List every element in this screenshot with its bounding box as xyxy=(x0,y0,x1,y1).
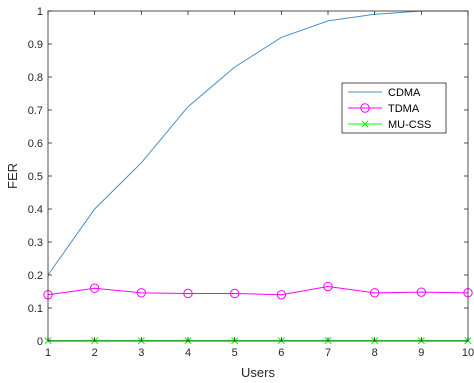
y-tick-label: 0.8 xyxy=(28,72,43,84)
data-point-tdma xyxy=(416,287,427,297)
x-tick-label: 6 xyxy=(278,347,284,359)
x-axis-label: Users xyxy=(241,365,275,380)
legend-marker-mu-css xyxy=(361,120,369,128)
data-point-tdma xyxy=(276,290,287,300)
y-tick-label: 0.4 xyxy=(28,204,43,216)
legend: CDMA TDMA MU-CSS xyxy=(341,82,447,134)
x-tick-label: 3 xyxy=(138,347,144,359)
y-tick-label: 0.9 xyxy=(28,39,43,51)
marker-stroke xyxy=(361,120,369,128)
data-point-tdma xyxy=(229,288,240,299)
legend-entry-mu-css: MU-CSS xyxy=(388,119,431,131)
x-tick-label: 4 xyxy=(185,347,191,359)
data-point-tdma xyxy=(323,281,333,292)
legend-entry-tdma: TDMA xyxy=(388,103,420,115)
legend-marker-tdma xyxy=(360,103,370,113)
y-tick-label: 0 xyxy=(37,336,43,348)
plot-background xyxy=(48,11,468,341)
y-tick-label: 0.2 xyxy=(28,270,43,282)
data-point-tdma xyxy=(136,288,147,298)
data-point-tdma xyxy=(369,288,380,298)
data-point-tdma xyxy=(89,283,100,293)
x-tick-label: 1 xyxy=(45,347,51,359)
series-line-cdma xyxy=(47,10,468,276)
legend-entry-cdma: CDMA xyxy=(388,87,421,99)
y-tick-label: 0.3 xyxy=(28,237,43,249)
x-tick-label: 5 xyxy=(232,347,238,359)
y-tick-label: 1 xyxy=(37,6,43,18)
y-tick-label: 0.5 xyxy=(28,171,43,183)
x-tick-label: 8 xyxy=(372,347,378,359)
x-tick-label: 2 xyxy=(92,347,98,359)
y-tick-label: 0.1 xyxy=(28,303,43,315)
ticks-layer: 1 2 3 4 5 6 7 8 9 10 0 0.1 0.2 0.3 0.4 0.5 0.6 0.7 0.8 0.9 1 xyxy=(28,6,474,359)
y-axis-label: FER xyxy=(5,163,20,189)
x-tick-label: 9 xyxy=(418,347,424,359)
series-line-tdma xyxy=(47,286,469,296)
plot-area xyxy=(48,11,468,341)
y-tick-label: 0.7 xyxy=(28,105,43,117)
x-tick-label: 7 xyxy=(325,347,331,359)
data-point-tdma xyxy=(183,288,193,299)
x-tick-label: 10 xyxy=(462,347,474,359)
y-tick-label: 0.6 xyxy=(28,138,43,150)
